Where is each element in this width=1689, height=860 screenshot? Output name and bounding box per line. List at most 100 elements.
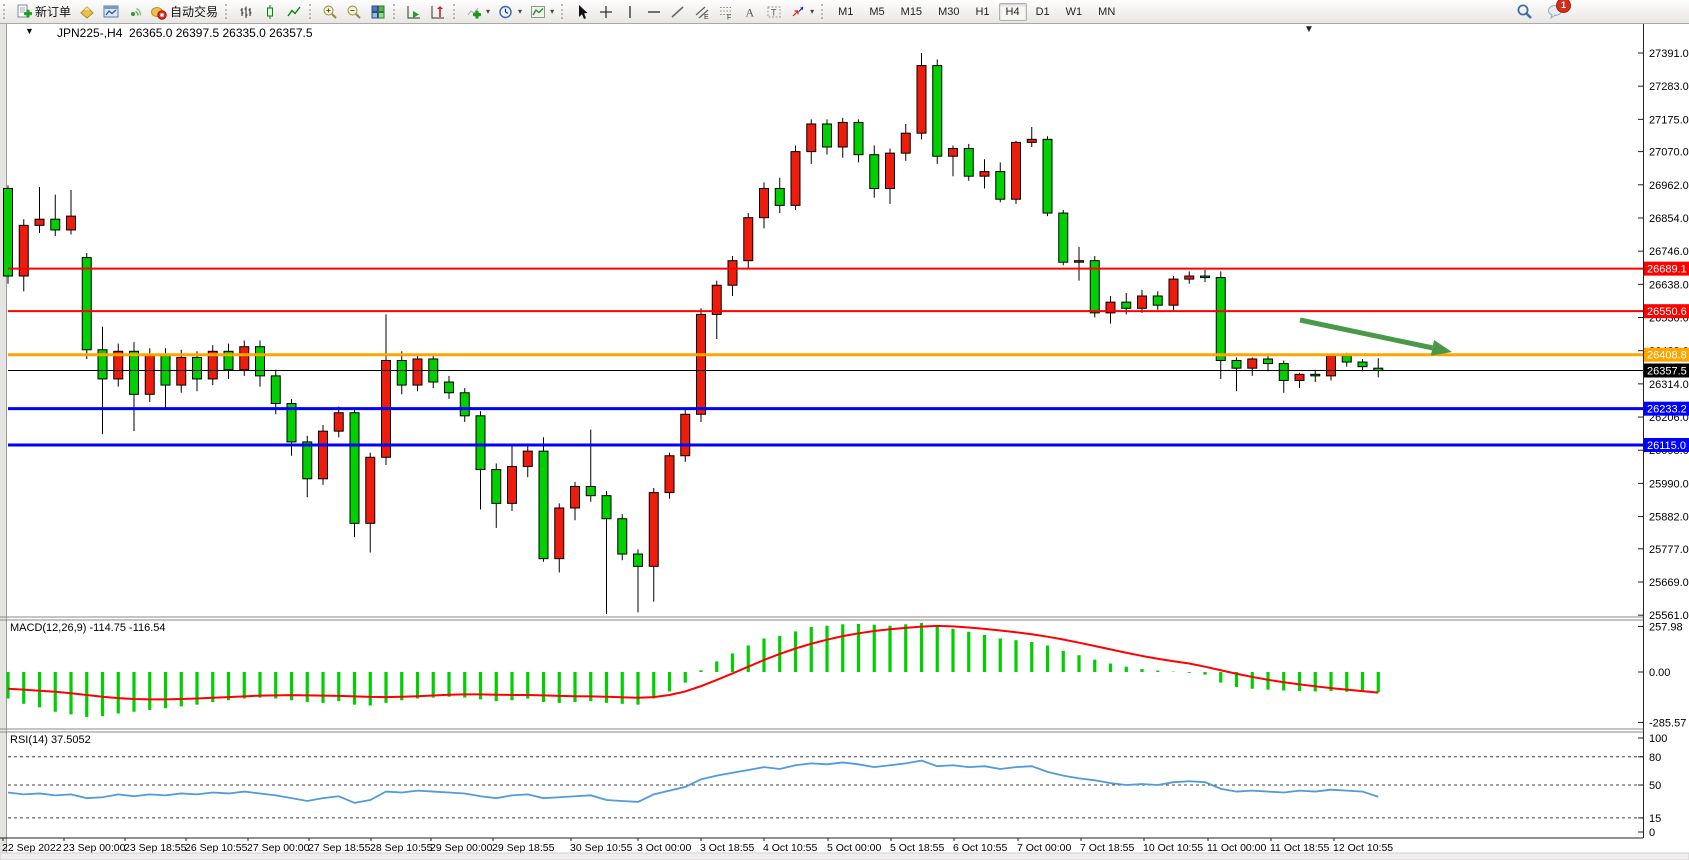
- timeframe-mn-button[interactable]: MN: [1098, 5, 1116, 18]
- candle-bear: [1278, 363, 1289, 381]
- timeframe-m15-button[interactable]: M15: [900, 5, 923, 18]
- candle-bull: [1184, 275, 1195, 280]
- candle-bull: [333, 412, 344, 432]
- text-label-button[interactable]: T: [762, 0, 786, 23]
- timeframe-h4-button[interactable]: H4: [998, 2, 1027, 21]
- time-axis-label: 27 Sep 00:00: [247, 842, 310, 854]
- autotrading-button[interactable]: 自动交易: [147, 0, 222, 23]
- time-axis-label: 11 Oct 18:55: [1270, 842, 1330, 854]
- indicators-icon: [467, 7, 482, 19]
- candle-bull: [412, 358, 423, 386]
- time-axis-label: 12 Oct 10:55: [1333, 842, 1393, 854]
- timeframe-m30-button[interactable]: M30: [938, 5, 960, 18]
- rsi-indicator-label: RSI(14) 37.5052: [10, 734, 91, 746]
- price-line-badge: [1644, 401, 1689, 416]
- new-order-button[interactable]: 新订单: [12, 0, 75, 23]
- toolbar-handle: [453, 4, 458, 19]
- symbol-period-label: JPN225-,H4: [57, 26, 123, 40]
- crosshair-icon: [600, 5, 613, 18]
- price-line-badge-label: 26115.0: [1647, 440, 1686, 452]
- chat-button[interactable]: 1: [1543, 0, 1571, 23]
- candle-bull: [318, 430, 328, 480]
- candle-bear: [1357, 361, 1368, 368]
- candle-bull: [979, 171, 990, 177]
- chart-window-button[interactable]: [99, 0, 123, 23]
- time-axis-label: 3 Oct 18:55: [700, 842, 754, 854]
- candle-bull: [790, 151, 801, 206]
- price-line-badge: [1644, 437, 1689, 452]
- timeframe-h1-button[interactable]: H1: [975, 5, 990, 18]
- candle-bear: [1152, 295, 1163, 306]
- time-axis-label: 5 Oct 00:00: [827, 842, 881, 854]
- gold-diamond-icon: [80, 5, 94, 19]
- dropdown-arrow-icon: ▾: [486, 7, 491, 16]
- rsi-readout: 37.5052: [50, 734, 91, 746]
- search-icon: [1517, 4, 1532, 19]
- candle-bull: [1326, 355, 1336, 377]
- tile-windows-button[interactable]: [366, 0, 390, 23]
- signals-button[interactable]: [123, 0, 147, 23]
- timeframe-m5-button[interactable]: M5: [869, 5, 885, 18]
- svg-text:F: F: [727, 14, 731, 20]
- candle-bull: [1294, 373, 1305, 381]
- candle-bear: [3, 187, 13, 277]
- candle-bear: [601, 495, 612, 520]
- axis-tick-label: 25669.0: [1649, 577, 1689, 589]
- templates-button[interactable]: ▾: [526, 0, 558, 23]
- timeframe-d1-button[interactable]: D1: [1035, 5, 1050, 18]
- timeframe-m1-button[interactable]: M1: [838, 5, 854, 18]
- candle-bear: [444, 381, 454, 394]
- rsi-line: [7, 759, 1379, 804]
- candle-bear: [160, 353, 171, 386]
- bar-chart-button[interactable]: [234, 0, 258, 23]
- text-icon: A: [746, 5, 755, 19]
- cursor-button[interactable]: [570, 0, 594, 23]
- candle-bull: [113, 350, 124, 380]
- candle-bull: [144, 353, 155, 395]
- toolbar-handle: [821, 4, 826, 19]
- vertical-line-button[interactable]: [618, 0, 642, 23]
- axis-tick-label: 80: [1649, 752, 1661, 764]
- zoom-in-button[interactable]: [318, 0, 342, 23]
- axis-tick-label: 15: [1649, 813, 1661, 825]
- arrows-button[interactable]: ▾: [786, 0, 818, 23]
- autotrading-label: 自动交易: [170, 5, 219, 19]
- annotation-arrow-head[interactable]: [1430, 340, 1452, 356]
- symbol-dropdown-icon[interactable]: ▼: [25, 26, 34, 36]
- search-button[interactable]: [1512, 0, 1537, 23]
- candle-bull: [239, 346, 250, 371]
- axis-tick-label: 50: [1649, 780, 1661, 792]
- dropdown-arrow-icon: ▾: [518, 7, 523, 16]
- chart-canvas[interactable]: 27391.0 27283.0 27175.0 27070.0 26962.0 26854…: [0, 23, 1689, 860]
- time-axis-label: 29 Sep 00:00: [430, 842, 493, 854]
- fibonacci-button[interactable]: F: [714, 0, 738, 23]
- equidistant-channel-button[interactable]: E: [690, 0, 714, 23]
- candlestick-button[interactable]: [258, 0, 282, 23]
- candle-bear: [853, 121, 864, 156]
- indicators-button[interactable]: ▾: [462, 0, 494, 23]
- candle-bear: [459, 392, 470, 417]
- text-button[interactable]: A: [738, 0, 762, 23]
- chart-window-icon: [103, 5, 119, 17]
- chart-shift-button[interactable]: [426, 0, 450, 23]
- horizontal-line-button[interactable]: [642, 0, 666, 23]
- candle-bear: [1231, 360, 1242, 369]
- ohlc-readout: 26365.0 26397.5 26335.0 26357.5: [129, 26, 313, 40]
- timeframe-w1-button[interactable]: W1: [1065, 5, 1083, 18]
- candle-bull: [711, 284, 722, 315]
- candle-bear: [1121, 301, 1132, 309]
- auto-scroll-button[interactable]: [402, 0, 426, 23]
- periods-button[interactable]: ▾: [494, 0, 526, 23]
- chart-window[interactable]: 27391.0 27283.0 27175.0 27070.0 26962.0 26854…: [0, 23, 1689, 860]
- trendline-button[interactable]: [666, 0, 690, 23]
- candle-bull: [759, 187, 769, 219]
- annotation-arrow-shaft[interactable]: [1299, 317, 1433, 351]
- chart-shift-icon: [431, 5, 445, 18]
- chart-shift-marker-icon[interactable]: ▼: [1304, 24, 1314, 35]
- gold-button[interactable]: [75, 0, 99, 23]
- candle-bear: [1341, 355, 1352, 363]
- zoom-out-button[interactable]: [342, 0, 366, 23]
- candle-bear: [1200, 275, 1210, 279]
- line-chart-button[interactable]: [282, 0, 306, 23]
- crosshair-button[interactable]: [594, 0, 618, 23]
